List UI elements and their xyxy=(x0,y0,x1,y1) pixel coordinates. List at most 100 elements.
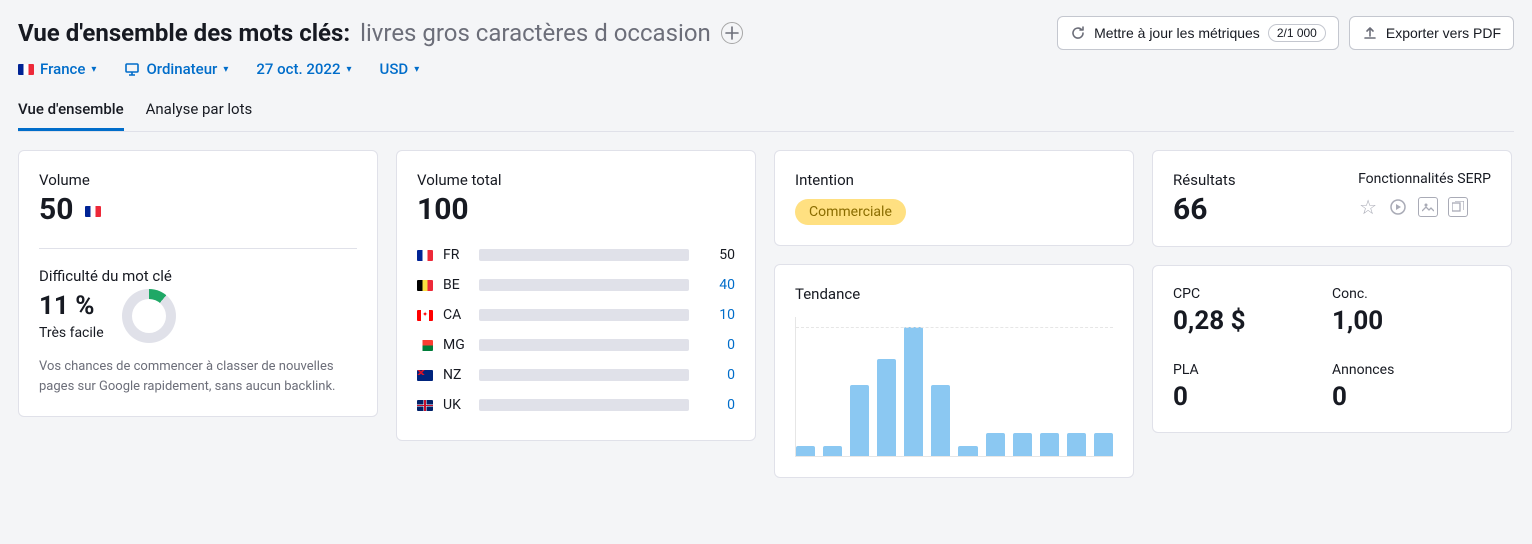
trend-bar xyxy=(958,446,977,456)
mg-flag-icon xyxy=(417,340,433,351)
kd-text: Très facile xyxy=(39,325,104,341)
filter-date-label: 27 oct. 2022 xyxy=(256,60,340,78)
conc-label: Conc. xyxy=(1332,286,1491,302)
play-icon xyxy=(1388,197,1408,217)
chevron-down-icon: ▾ xyxy=(414,64,419,75)
trend-bar xyxy=(850,385,869,456)
page-title: Vue d'ensemble des mots clés: xyxy=(18,19,350,47)
ca-flag-icon xyxy=(417,310,433,321)
page-keyword: livres gros caractères d occasion xyxy=(360,19,711,47)
filter-currency-label: USD xyxy=(380,60,409,78)
trend-bar xyxy=(796,446,815,456)
country-code: NZ xyxy=(443,367,469,383)
country-row: CA 10 xyxy=(417,300,735,330)
trend-bar xyxy=(1013,433,1032,456)
filter-device[interactable]: Ordinateur ▾ xyxy=(124,60,228,78)
kd-label: Difficulté du mot clé xyxy=(39,267,357,285)
card-intent: Intention Commerciale xyxy=(774,150,1134,246)
country-value[interactable]: 10 xyxy=(699,307,735,323)
trend-bar xyxy=(823,446,842,456)
tab-bulk[interactable]: Analyse par lots xyxy=(146,100,253,131)
trend-bar xyxy=(986,433,1005,456)
serp-label: Fonctionnalités SERP xyxy=(1358,171,1491,187)
country-value[interactable]: 40 xyxy=(699,277,735,293)
kd-description: Vos chances de commencer à classer de no… xyxy=(39,357,357,396)
country-code: CA xyxy=(443,307,469,323)
pla-label: PLA xyxy=(1173,362,1332,378)
tab-overview[interactable]: Vue d'ensemble xyxy=(18,100,124,131)
france-flag-icon xyxy=(18,64,34,75)
country-bar xyxy=(479,309,689,321)
refresh-icon xyxy=(1070,25,1086,41)
chevron-down-icon: ▾ xyxy=(223,64,228,75)
filter-date[interactable]: 27 oct. 2022 ▾ xyxy=(256,60,351,78)
filter-device-label: Ordinateur xyxy=(146,60,217,78)
country-code: BE xyxy=(443,277,469,293)
trend-bar xyxy=(904,327,923,456)
intent-badge: Commerciale xyxy=(795,199,906,225)
trend-bar xyxy=(877,359,896,456)
france-flag-icon xyxy=(85,206,101,217)
country-bar xyxy=(479,399,689,411)
filter-country[interactable]: France ▾ xyxy=(18,60,96,78)
card-cpc: CPC 0,28 $ Conc. 1,00 PLA 0 Annonces 0 xyxy=(1152,265,1512,433)
update-metrics-count: 2/1 000 xyxy=(1268,24,1326,42)
country-row: MG 0 xyxy=(417,330,735,360)
country-value[interactable]: 0 xyxy=(699,397,735,413)
card-trend: Tendance xyxy=(774,264,1134,478)
cpc-value: 0,28 $ xyxy=(1173,306,1332,336)
kd-donut-chart xyxy=(122,289,176,343)
country-row: FR 50 xyxy=(417,240,735,270)
update-metrics-button[interactable]: Mettre à jour les métriques 2/1 000 xyxy=(1057,16,1339,50)
country-value[interactable]: 0 xyxy=(699,367,735,383)
export-pdf-button[interactable]: Exporter vers PDF xyxy=(1349,16,1514,50)
trend-bar xyxy=(931,385,950,456)
country-row: NZ 0 xyxy=(417,360,735,390)
card-total-volume: Volume total 100 FR 50 BE 40 CA 10 MG 0 NZ 0 UK 0 xyxy=(396,150,756,441)
desktop-icon xyxy=(124,61,140,77)
card-results: Résultats 66 Fonctionnalités SERP ☆ xyxy=(1152,150,1512,247)
cpc-label: CPC xyxy=(1173,286,1332,302)
country-bar xyxy=(479,339,689,351)
fr-flag-icon xyxy=(417,250,433,261)
country-code: FR xyxy=(443,247,469,263)
volume-value: 50 xyxy=(39,193,357,226)
total-value: 100 xyxy=(417,193,735,226)
country-value: 50 xyxy=(699,247,735,263)
chevron-down-icon: ▾ xyxy=(91,64,96,75)
filter-currency[interactable]: USD ▾ xyxy=(380,60,420,78)
chevron-down-icon: ▾ xyxy=(347,64,352,75)
serp-features-icons: ☆ xyxy=(1358,197,1491,217)
trend-bar xyxy=(1067,433,1086,456)
trend-label: Tendance xyxy=(795,285,1113,303)
conc-value: 1,00 xyxy=(1332,306,1491,336)
volume-label: Volume xyxy=(39,171,357,189)
export-pdf-label: Exporter vers PDF xyxy=(1386,25,1501,41)
image-icon xyxy=(1418,197,1438,217)
divider xyxy=(39,248,357,249)
trend-chart xyxy=(795,317,1113,457)
export-icon xyxy=(1362,25,1378,41)
uk-flag-icon xyxy=(417,400,433,411)
country-bar xyxy=(479,249,689,261)
ads-value: 0 xyxy=(1332,382,1491,412)
plus-icon xyxy=(724,25,740,41)
add-keyword-button[interactable] xyxy=(721,22,743,44)
trend-bar xyxy=(1040,433,1059,456)
country-row: BE 40 xyxy=(417,270,735,300)
total-label: Volume total xyxy=(417,171,735,189)
country-row: UK 0 xyxy=(417,390,735,420)
intent-label: Intention xyxy=(795,171,1113,189)
results-label: Résultats xyxy=(1173,171,1236,189)
pla-value: 0 xyxy=(1173,382,1332,412)
trend-bar xyxy=(1094,433,1113,456)
kd-percent: 11 % xyxy=(39,291,104,321)
country-code: UK xyxy=(443,397,469,413)
country-code: MG xyxy=(443,337,469,353)
country-bar xyxy=(479,279,689,291)
ads-label: Annonces xyxy=(1332,362,1491,378)
country-value[interactable]: 0 xyxy=(699,337,735,353)
star-icon: ☆ xyxy=(1358,197,1378,217)
card-volume: Volume 50 Difficulté du mot clé 11 % Trè… xyxy=(18,150,378,417)
update-metrics-label: Mettre à jour les métriques xyxy=(1094,25,1260,41)
